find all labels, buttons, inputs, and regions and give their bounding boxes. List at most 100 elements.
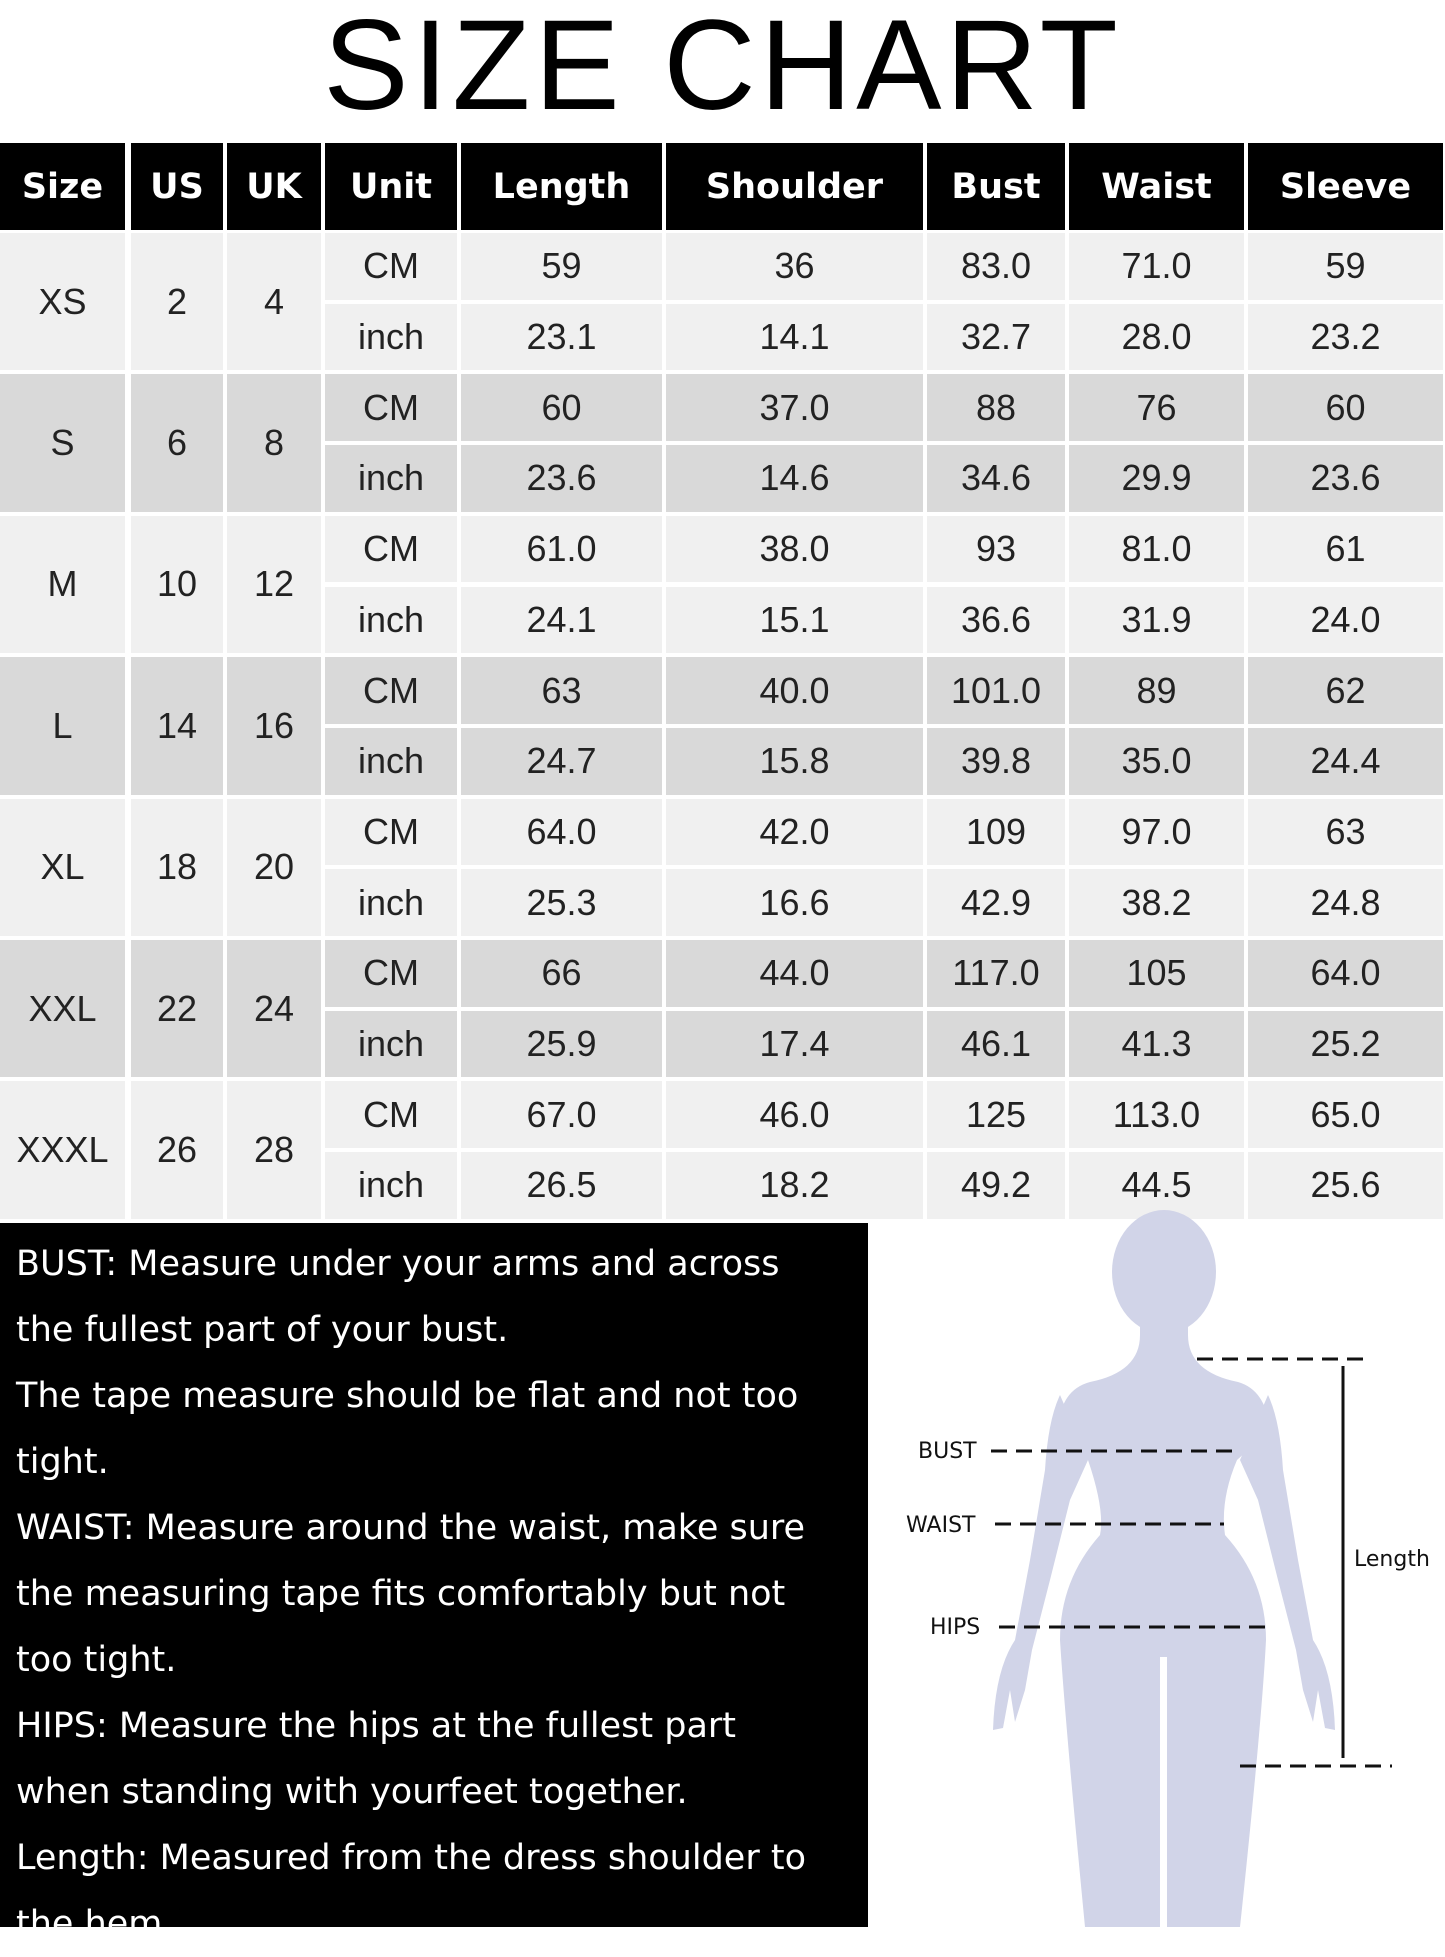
measurement-cell: 38.0	[666, 515, 923, 583]
uk-size-cell: 28	[227, 1081, 321, 1219]
measurement-cell: 42.0	[666, 798, 923, 866]
measurement-cell: 36	[666, 233, 923, 300]
measurement-cell: 42.9	[927, 869, 1065, 936]
measurement-cell: 23.6	[461, 445, 662, 512]
measurement-cell: 24.8	[1248, 869, 1443, 936]
unit-cell: inch	[325, 869, 457, 936]
us-size-cell: 6	[131, 374, 223, 512]
measurement-cell: 24.0	[1248, 586, 1443, 654]
length-label: Length	[1354, 1547, 1430, 1572]
measurement-cell: 14.6	[666, 445, 923, 512]
measurement-notes: BUST: Measure under your arms and across…	[0, 1223, 868, 1944]
note-line: when standing with yourfeet together.	[16, 1772, 688, 1812]
measurement-cell: 28.0	[1069, 303, 1244, 371]
size-cell: XL	[0, 798, 125, 936]
column-header-shoulder: Shoulder	[666, 143, 923, 230]
measurement-cell: 25.9	[461, 1010, 662, 1078]
measurement-cell: 61.0	[461, 515, 662, 583]
hips-label: HIPS	[930, 1615, 981, 1640]
measurement-cell: 23.2	[1248, 303, 1443, 371]
note-line: The tape measure should be flat and not …	[16, 1376, 799, 1416]
measurement-cell: 67.0	[461, 1081, 662, 1149]
measurement-cell: 64.0	[461, 798, 662, 866]
uk-size-cell: 4	[227, 233, 321, 371]
measurement-cell: 59	[1248, 233, 1443, 300]
measurement-cell: 76	[1069, 374, 1244, 442]
measurement-cell: 71.0	[1069, 233, 1244, 300]
us-size-cell: 2	[131, 233, 223, 371]
measurement-cell: 23.6	[1248, 445, 1443, 512]
page-title: SIZE CHART	[323, 0, 1122, 137]
measurement-cell: 15.1	[666, 586, 923, 654]
measurement-cell: 49.2	[927, 1152, 1065, 1219]
measurement-cell: 89	[1069, 657, 1244, 724]
uk-size-cell: 8	[227, 374, 321, 512]
measurement-cell: 65.0	[1248, 1081, 1443, 1149]
unit-cell: inch	[325, 727, 457, 795]
unit-cell: CM	[325, 657, 457, 724]
us-size-cell: 22	[131, 940, 223, 1078]
measurement-cell: 93	[927, 515, 1065, 583]
measurement-cell: 88	[927, 374, 1065, 442]
body-measurement-figure: BUST WAIST HIPS Length	[868, 1210, 1445, 1927]
uk-size-cell: 20	[227, 798, 321, 936]
measurement-cell: 24.4	[1248, 727, 1443, 795]
unit-cell: inch	[325, 586, 457, 654]
measurement-cell: 16.6	[666, 869, 923, 936]
note-line: HIPS: Measure the hips at the fullest pa…	[16, 1706, 737, 1746]
unit-cell: inch	[325, 1152, 457, 1219]
measurement-cell: 46.0	[666, 1081, 923, 1149]
note-line: WAIST: Measure around the waist, make su…	[16, 1508, 806, 1548]
measurement-cell: 61	[1248, 515, 1443, 583]
measurement-cell: 26.5	[461, 1152, 662, 1219]
measurement-cell: 64.0	[1248, 940, 1443, 1007]
measurement-cell: 24.7	[461, 727, 662, 795]
note-line: Length: Measured from the dress shoulder…	[16, 1838, 806, 1878]
measurement-cell: 97.0	[1069, 798, 1244, 866]
size-cell: XXXL	[0, 1081, 125, 1219]
measurement-cell: 25.2	[1248, 1010, 1443, 1078]
column-header-us: US	[131, 143, 223, 230]
uk-size-cell: 24	[227, 940, 321, 1078]
measurement-cell: 66	[461, 940, 662, 1007]
measurement-cell: 59	[461, 233, 662, 300]
us-size-cell: 26	[131, 1081, 223, 1219]
measurement-cell: 35.0	[1069, 727, 1244, 795]
measurement-cell: 31.9	[1069, 586, 1244, 654]
unit-cell: CM	[325, 374, 457, 442]
column-header-size: Size	[0, 143, 125, 230]
measurement-cell: 63	[461, 657, 662, 724]
unit-cell: inch	[325, 445, 457, 512]
measurement-cell: 101.0	[927, 657, 1065, 724]
measurement-cell: 38.2	[1069, 869, 1244, 936]
note-line: the fullest part of your bust.	[16, 1310, 509, 1350]
measurement-cell: 25.6	[1248, 1152, 1443, 1219]
measurement-cell: 63	[1248, 798, 1443, 866]
column-header-unit: Unit	[325, 143, 457, 230]
column-header-sleeve: Sleeve	[1248, 143, 1443, 230]
measurement-cell: 113.0	[1069, 1081, 1244, 1149]
measurement-cell: 44.0	[666, 940, 923, 1007]
measurement-cell: 24.1	[461, 586, 662, 654]
unit-cell: CM	[325, 940, 457, 1007]
us-size-cell: 14	[131, 657, 223, 795]
note-line: the measuring tape fits comfortably but …	[16, 1574, 786, 1614]
measurement-cell: 39.8	[927, 727, 1065, 795]
unit-cell: inch	[325, 1010, 457, 1078]
column-header-length: Length	[461, 143, 662, 230]
size-cell: S	[0, 374, 125, 512]
unit-cell: CM	[325, 1081, 457, 1149]
measurement-cell: 29.9	[1069, 445, 1244, 512]
column-header-waist: Waist	[1069, 143, 1244, 230]
size-cell: L	[0, 657, 125, 795]
bust-label: BUST	[918, 1439, 977, 1464]
measurement-cell: 17.4	[666, 1010, 923, 1078]
measurement-cell: 25.3	[461, 869, 662, 936]
uk-size-cell: 12	[227, 515, 321, 654]
measurement-cell: 15.8	[666, 727, 923, 795]
measurement-cell: 60	[1248, 374, 1443, 442]
note-line: tight.	[16, 1442, 109, 1482]
measurement-cell: 62	[1248, 657, 1443, 724]
measurement-cell: 81.0	[1069, 515, 1244, 583]
